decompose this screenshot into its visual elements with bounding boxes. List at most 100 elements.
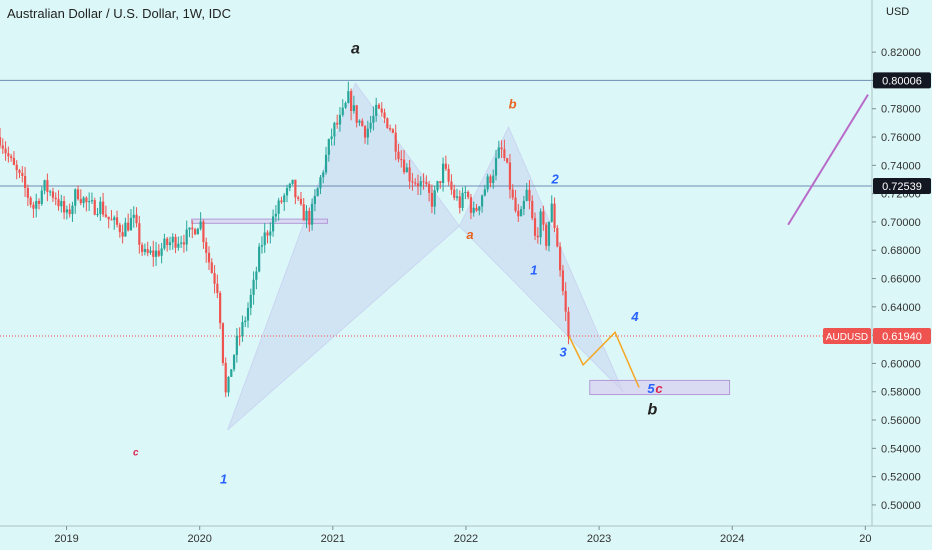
candle-body (166, 238, 169, 246)
candle-body (132, 214, 135, 218)
candle-body (182, 242, 186, 245)
candle-body (497, 147, 500, 158)
price-tick-label: 0.50000 (881, 500, 921, 512)
candle-body (7, 153, 10, 157)
candle-body (522, 200, 525, 210)
price-tick-label: 0.52000 (881, 472, 921, 484)
candle-body (62, 201, 66, 213)
candle-body (283, 195, 286, 203)
candle-body (246, 307, 250, 321)
candle-body (397, 151, 400, 160)
candle-body (23, 175, 27, 188)
candle-body (480, 195, 484, 207)
candle-body (249, 294, 252, 308)
candle-body (235, 335, 238, 355)
candle-body (500, 147, 503, 150)
candle-body (269, 231, 272, 236)
candle-body (104, 214, 107, 217)
candle-body (380, 108, 383, 113)
candle-body (441, 163, 445, 184)
candle-body (29, 197, 32, 205)
wave-label: c (655, 381, 663, 396)
candle-body (163, 238, 166, 249)
candle-body (333, 122, 336, 137)
candle-body (478, 206, 481, 211)
candle-body (74, 189, 77, 206)
candle-body (168, 242, 172, 246)
price-tick-label: 0.78000 (881, 104, 921, 116)
candle-body (280, 200, 283, 203)
candle-body (274, 213, 277, 217)
candle-body (277, 200, 280, 214)
candle-body (90, 200, 94, 202)
candle-body (361, 120, 364, 127)
candle-body (60, 201, 63, 207)
candle-body (115, 217, 119, 225)
candle-body (567, 311, 570, 336)
candle-body (76, 189, 80, 200)
candle-body (32, 204, 35, 209)
candle-body (205, 242, 208, 253)
candle-body (51, 191, 55, 198)
candle-body (79, 199, 82, 204)
candle-body (492, 175, 495, 184)
drawings-layer (0, 79, 872, 431)
candle-body (107, 216, 110, 220)
candle-body (363, 126, 367, 138)
candle-body (96, 214, 99, 216)
candle-body (547, 221, 551, 246)
candle-body (35, 200, 38, 209)
candle-body (255, 271, 258, 280)
trend-line (787, 94, 869, 226)
price-axis-panel (872, 0, 932, 550)
candle-body (305, 210, 308, 221)
candle-body (297, 197, 300, 199)
candle-body (430, 192, 434, 207)
candle-body (57, 199, 60, 207)
time-tick-label: 2023 (587, 533, 611, 545)
candle-body (171, 236, 174, 243)
candle-body (85, 197, 88, 203)
symbol-tag-label: AUDUSD (826, 332, 868, 343)
candle-body (511, 189, 514, 198)
candle-body (18, 170, 21, 173)
wave-label: a (466, 227, 473, 242)
candle-body (138, 223, 141, 245)
candle-body (347, 91, 350, 103)
candle-body (180, 242, 183, 244)
candle-body (15, 164, 18, 171)
candle-body (308, 210, 311, 225)
candle-body (118, 224, 121, 233)
price-tick-label: 0.82000 (881, 47, 921, 59)
candle-body (517, 210, 520, 217)
candle-body (352, 105, 355, 111)
time-tick-label: 20 (859, 533, 871, 545)
target-zone-box (589, 379, 731, 396)
candle-body (313, 196, 316, 204)
price-tick-label: 0.58000 (881, 387, 921, 399)
candle-body (422, 181, 425, 183)
candle-body (219, 292, 222, 324)
candle-body (266, 232, 269, 236)
candle-body (336, 122, 339, 125)
candle-body (539, 211, 542, 238)
candle-body (4, 148, 7, 154)
candle-body (561, 270, 564, 292)
price-tick-label: 0.74000 (881, 160, 921, 172)
candle-body (528, 189, 531, 201)
candle-body (419, 181, 422, 187)
time-tick-label: 2024 (720, 533, 744, 545)
candle-body (358, 120, 361, 123)
candle-body (391, 129, 395, 133)
candle-body (536, 235, 539, 238)
candle-body (238, 335, 241, 337)
candle-body (439, 181, 442, 184)
wave-label: 5 (647, 381, 655, 396)
candle-body (400, 159, 403, 161)
current-price-tag (873, 327, 931, 344)
candle-body (221, 323, 225, 363)
